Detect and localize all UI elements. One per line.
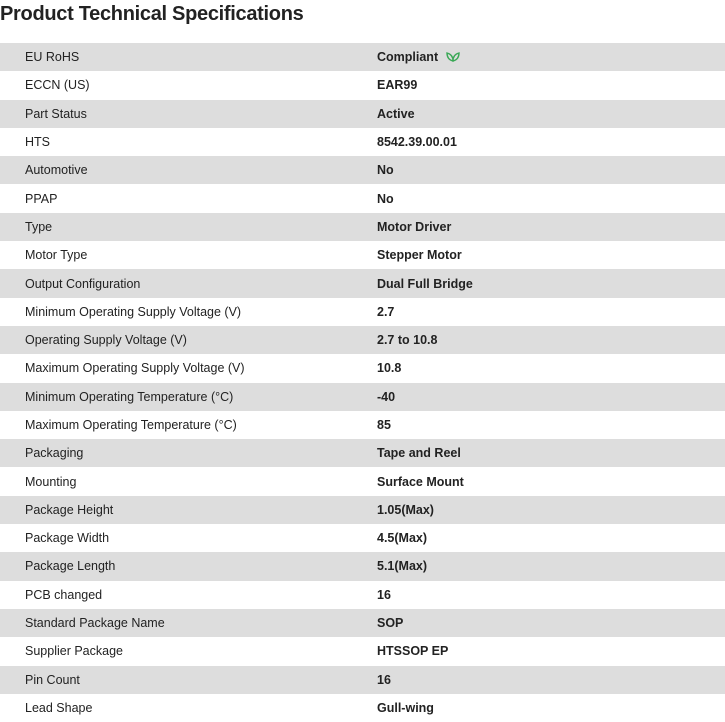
spec-value: Stepper Motor: [377, 241, 725, 269]
spec-row: HTS 8542.39.00.01: [0, 128, 725, 156]
spec-value: -40: [377, 383, 725, 411]
spec-value-text: No: [377, 163, 394, 178]
spec-label: EU RoHS: [25, 50, 80, 65]
spec-row: Output Configuration Dual Full Bridge: [0, 269, 725, 298]
spec-row: Type Motor Driver: [0, 212, 725, 242]
spec-value-text: 85: [377, 418, 391, 432]
spec-label: Standard Package Name: [25, 616, 165, 631]
spec-value-text: EAR99: [377, 78, 418, 93]
spec-row: PPAP No: [0, 184, 725, 212]
spec-value-text: Stepper Motor: [377, 248, 462, 263]
spec-value: No: [377, 156, 725, 184]
spec-label: Minimum Operating Supply Voltage (V): [25, 304, 242, 319]
spec-value-text: 10.8: [377, 361, 402, 376]
spec-value: EAR99: [377, 71, 725, 99]
spec-label: Output Configuration: [25, 276, 141, 291]
spec-row: PCB changed 16: [0, 581, 725, 609]
spec-label: Type: [25, 219, 53, 234]
spec-value-text: Dual Full Bridge: [377, 276, 473, 291]
spec-value-text: Motor Driver: [377, 219, 452, 234]
spec-value-text: 2.7 to 10.8: [377, 333, 438, 348]
spec-label: Part Status: [25, 106, 87, 121]
spec-value-text: 16: [377, 672, 391, 687]
spec-label: Operating Supply Voltage (V): [25, 333, 187, 348]
spec-row: Package Width 4.5(Max): [0, 524, 725, 552]
spec-row: Pin Count 16: [0, 665, 725, 694]
spec-label: HTS: [25, 135, 50, 150]
page-title: Product Technical Specifications: [0, 3, 304, 25]
spec-row: Supplier Package HTSSOP EP: [0, 637, 725, 665]
spec-row: Operating Supply Voltage (V) 2.7 to 10.8: [0, 325, 725, 355]
spec-label: ECCN (US): [25, 78, 90, 93]
spec-label: Packaging: [25, 446, 84, 461]
spec-row: Maximum Operating Temperature (°C) 85: [0, 411, 725, 439]
spec-row: EU RoHS Compliant: [0, 43, 725, 72]
spec-value-text: 16: [377, 587, 391, 602]
spec-value: Surface Mount: [377, 467, 725, 495]
spec-value: 2.7 to 10.8: [377, 326, 725, 354]
spec-row: Minimum Operating Temperature (°C) -40: [0, 382, 725, 411]
spec-value: No: [377, 184, 725, 212]
spec-row: Lead Shape Gull-wing: [0, 694, 725, 722]
spec-row: Part Status Active: [0, 99, 725, 128]
spec-value-text: 5.1(Max): [377, 559, 428, 574]
spec-value-text: 4.5(Max): [377, 531, 428, 546]
spec-value-text: -40: [377, 389, 396, 404]
spec-value-text: Gull-wing: [377, 700, 434, 715]
spec-value-text: Compliant: [377, 49, 439, 64]
spec-value: Active: [377, 100, 725, 128]
spec-value: Dual Full Bridge: [377, 269, 725, 297]
spec-label: PPAP: [25, 191, 58, 206]
spec-label: Package Width: [25, 531, 110, 546]
spec-label: Mounting: [25, 474, 77, 489]
spec-value-text: Tape and Reel: [377, 446, 461, 461]
spec-value: 5.1(Max): [377, 552, 725, 580]
specs-table: EU RoHS Compliant ECCN (US) EAR99 Part Statu…: [0, 43, 725, 722]
spec-label: PCB changed: [25, 587, 103, 602]
spec-label: Motor Type: [25, 248, 88, 263]
spec-row: Standard Package Name SOP: [0, 608, 725, 638]
spec-row: Maximum Operating Supply Voltage (V) 10.8: [0, 354, 725, 382]
leaf-icon: [446, 51, 460, 65]
spec-value: 16: [377, 581, 725, 609]
spec-label: Automotive: [25, 163, 88, 178]
spec-row: Packaging Tape and Reel: [0, 439, 725, 468]
spec-label: Package Length: [25, 559, 116, 574]
spec-row: Package Height 1.05(Max): [0, 495, 725, 525]
spec-row: Mounting Surface Mount: [0, 467, 725, 495]
spec-row: Motor Type Stepper Motor: [0, 241, 725, 269]
spec-value: SOP: [377, 609, 725, 637]
spec-label: Maximum Operating Temperature (°C): [25, 418, 237, 432]
spec-label: Package Height: [25, 502, 114, 517]
spec-value-text: HTSSOP EP: [377, 644, 449, 659]
spec-value-text: Active: [377, 106, 415, 121]
spec-value-text: SOP: [377, 616, 404, 631]
spec-label: Minimum Operating Temperature (°C): [25, 389, 234, 404]
spec-value-text: No: [377, 191, 394, 206]
spec-value: HTSSOP EP: [377, 637, 725, 665]
spec-value: 10.8: [377, 354, 725, 382]
spec-value: 85: [377, 411, 725, 439]
spec-value: Tape and Reel: [377, 439, 725, 467]
spec-value: 4.5(Max): [377, 524, 725, 552]
spec-row: Minimum Operating Supply Voltage (V) 2.7: [0, 298, 725, 326]
spec-value-text: 2.7: [377, 304, 395, 319]
spec-value: Compliant: [377, 43, 725, 71]
spec-row: Automotive No: [0, 156, 725, 185]
spec-value-text: 1.05(Max): [377, 502, 434, 517]
spec-value: 8542.39.00.01: [377, 128, 725, 156]
spec-value: Gull-wing: [377, 694, 725, 722]
spec-value: 2.7: [377, 298, 725, 326]
spec-value: 1.05(Max): [377, 496, 725, 524]
spec-value-text: 8542.39.00.01: [377, 135, 457, 150]
spec-value-text: Surface Mount: [377, 474, 464, 489]
spec-label: Supplier Package: [25, 644, 123, 659]
spec-row: ECCN (US) EAR99: [0, 71, 725, 99]
spec-label: Maximum Operating Supply Voltage (V): [25, 361, 245, 376]
spec-label: Lead Shape: [25, 700, 93, 715]
spec-value: 16: [377, 666, 725, 694]
spec-row: Package Length 5.1(Max): [0, 552, 725, 581]
spec-value: Motor Driver: [377, 213, 725, 241]
spec-label: Pin Count: [25, 672, 80, 687]
